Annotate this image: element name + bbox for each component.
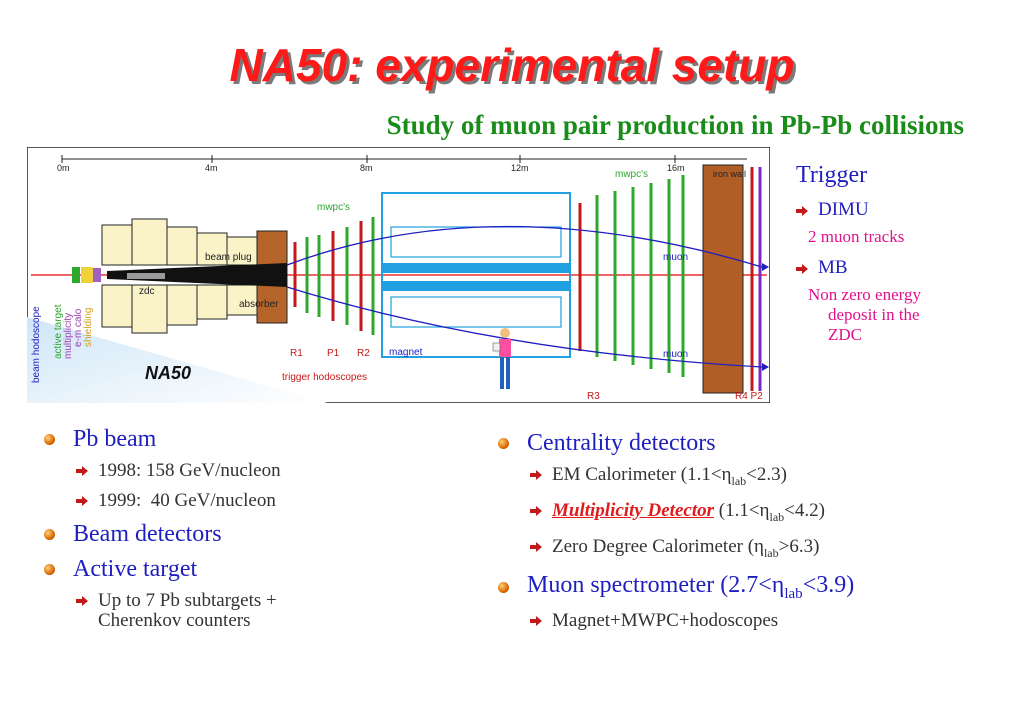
experimental-setup-diagram: 0m 4m 8m 12m 16m beam plug zdc absorber … [27,147,770,403]
bullet-icon [498,582,509,594]
sub-bullet-multiplicity: Multiplicity Detector (1.1<ηlab<4.2) [530,499,1018,527]
label-mwpcs-2: mwpc's [615,169,648,180]
label-p1: P1 [327,348,340,359]
label-beam-plug: beam plug [205,252,252,263]
magnet-outline [381,192,571,358]
scale-8m: 8m [360,163,373,173]
trigger-heading: Trigger [796,162,868,188]
bullet-icon [44,434,55,445]
bullet-active-target: Active target [44,556,464,583]
label-multiplicity: multiplicity [63,313,74,359]
trigger-dimu: DIMU [796,199,1022,221]
mb-description-1: Non zero energy [808,285,921,304]
multiplicity-link[interactable]: Multiplicity Detector [552,499,715,521]
arrow-icon [530,505,542,516]
dimu-description: 2 muon tracks [808,227,905,246]
arrow-icon [76,596,88,606]
label-trigger-hodoscopes: trigger hodoscopes [282,372,367,383]
na50-logo: NA50 [145,363,191,383]
label-em-calo: e-m calo [73,308,84,347]
arrow-icon [530,470,542,480]
arrow-icon [530,616,542,627]
bullet-muon-spectrometer: Muon spectrometer (2.7<ηlab<3.9) [498,572,1018,603]
bullet-icon [498,438,509,449]
slide-subtitle: Study of muon pair production in Pb-Pb c… [0,110,964,141]
slide-title: NA50: experimental setup [229,39,795,91]
arrow-icon [530,541,542,552]
label-magnet: magnet [389,347,423,358]
label-r3: R3 [587,391,600,402]
bullet-icon [44,564,55,575]
magnet-coil-upper [382,263,570,273]
label-mwpcs-1: mwpc's [317,202,350,213]
mb-label: MB [818,257,848,278]
label-r1: R1 [290,348,303,359]
bullet-beam-detectors: Beam detectors [44,521,464,548]
arrow-icon [796,263,808,274]
label-zdc: zdc [139,286,155,297]
label-beam-hodoscope: beam hodoscope [31,306,42,383]
label-muon-2: muon [663,349,688,360]
trigger-mb: MB [796,257,1022,279]
sub-bullet-1998: 1998: 158 GeV/nucleon [76,461,464,481]
left-bullet-list: Pb beam 1998: 158 GeV/nucleon 1999: 40 G… [44,426,464,641]
sub-bullet-em-calorimeter: EM Calorimeter (1.1<ηlab<2.3) [530,465,1018,491]
sub-bullet-magnet: Magnet+MWPC+hodoscopes [530,611,1018,631]
mb-description-2: deposit in the [828,305,920,324]
zdc-block [127,273,165,279]
right-bullet-list: Centrality detectors EM Calorimeter (1.1… [498,430,1018,641]
beam-plug [107,263,287,287]
label-absorber: absorber [239,299,279,310]
bullet-pb-beam: Pb beam [44,426,464,453]
label-r4p2: R4 P2 [735,391,763,402]
muon-track-upper [286,225,763,268]
arrow-icon [76,496,88,506]
label-shielding: shielding [83,308,94,347]
multiplicity-block [81,267,93,283]
subtitle-text: Study of muon pair production in Pb-Pb c… [386,110,964,140]
scale-12m: 12m [511,163,529,173]
person-figure [492,328,511,389]
label-iron-wall: iron wall [713,169,746,179]
scale-4m: 4m [205,163,218,173]
scale-0m: 0m [57,163,70,173]
iron-wall [702,164,744,394]
arrow-icon [76,466,88,476]
label-r2: R2 [357,348,370,359]
sub-bullet-1999: 1999: 40 GeV/nucleon [76,491,464,511]
sub-bullet-subtargets: Up to 7 Pb subtargets + Cherenkov counter… [76,591,464,631]
scale-16m: 16m [667,163,685,173]
em-calo-block [93,268,101,282]
trigger-panel: Trigger DIMU 2 muon tracks MB Non zero e… [792,162,1022,345]
dimu-label: DIMU [818,199,869,220]
floor-shade [27,317,327,403]
label-active-target: active target [53,304,64,359]
active-target-block [72,267,80,283]
sub-bullet-zdc: Zero Degree Calorimeter (ηlab>6.3) [530,536,1018,563]
label-muon-1: muon [663,252,688,263]
mb-description-3: ZDC [828,325,862,344]
arrow-icon [796,205,808,216]
bullet-centrality: Centrality detectors [498,430,1018,457]
bullet-icon [44,529,55,540]
magnet-coil-lower [382,281,570,291]
